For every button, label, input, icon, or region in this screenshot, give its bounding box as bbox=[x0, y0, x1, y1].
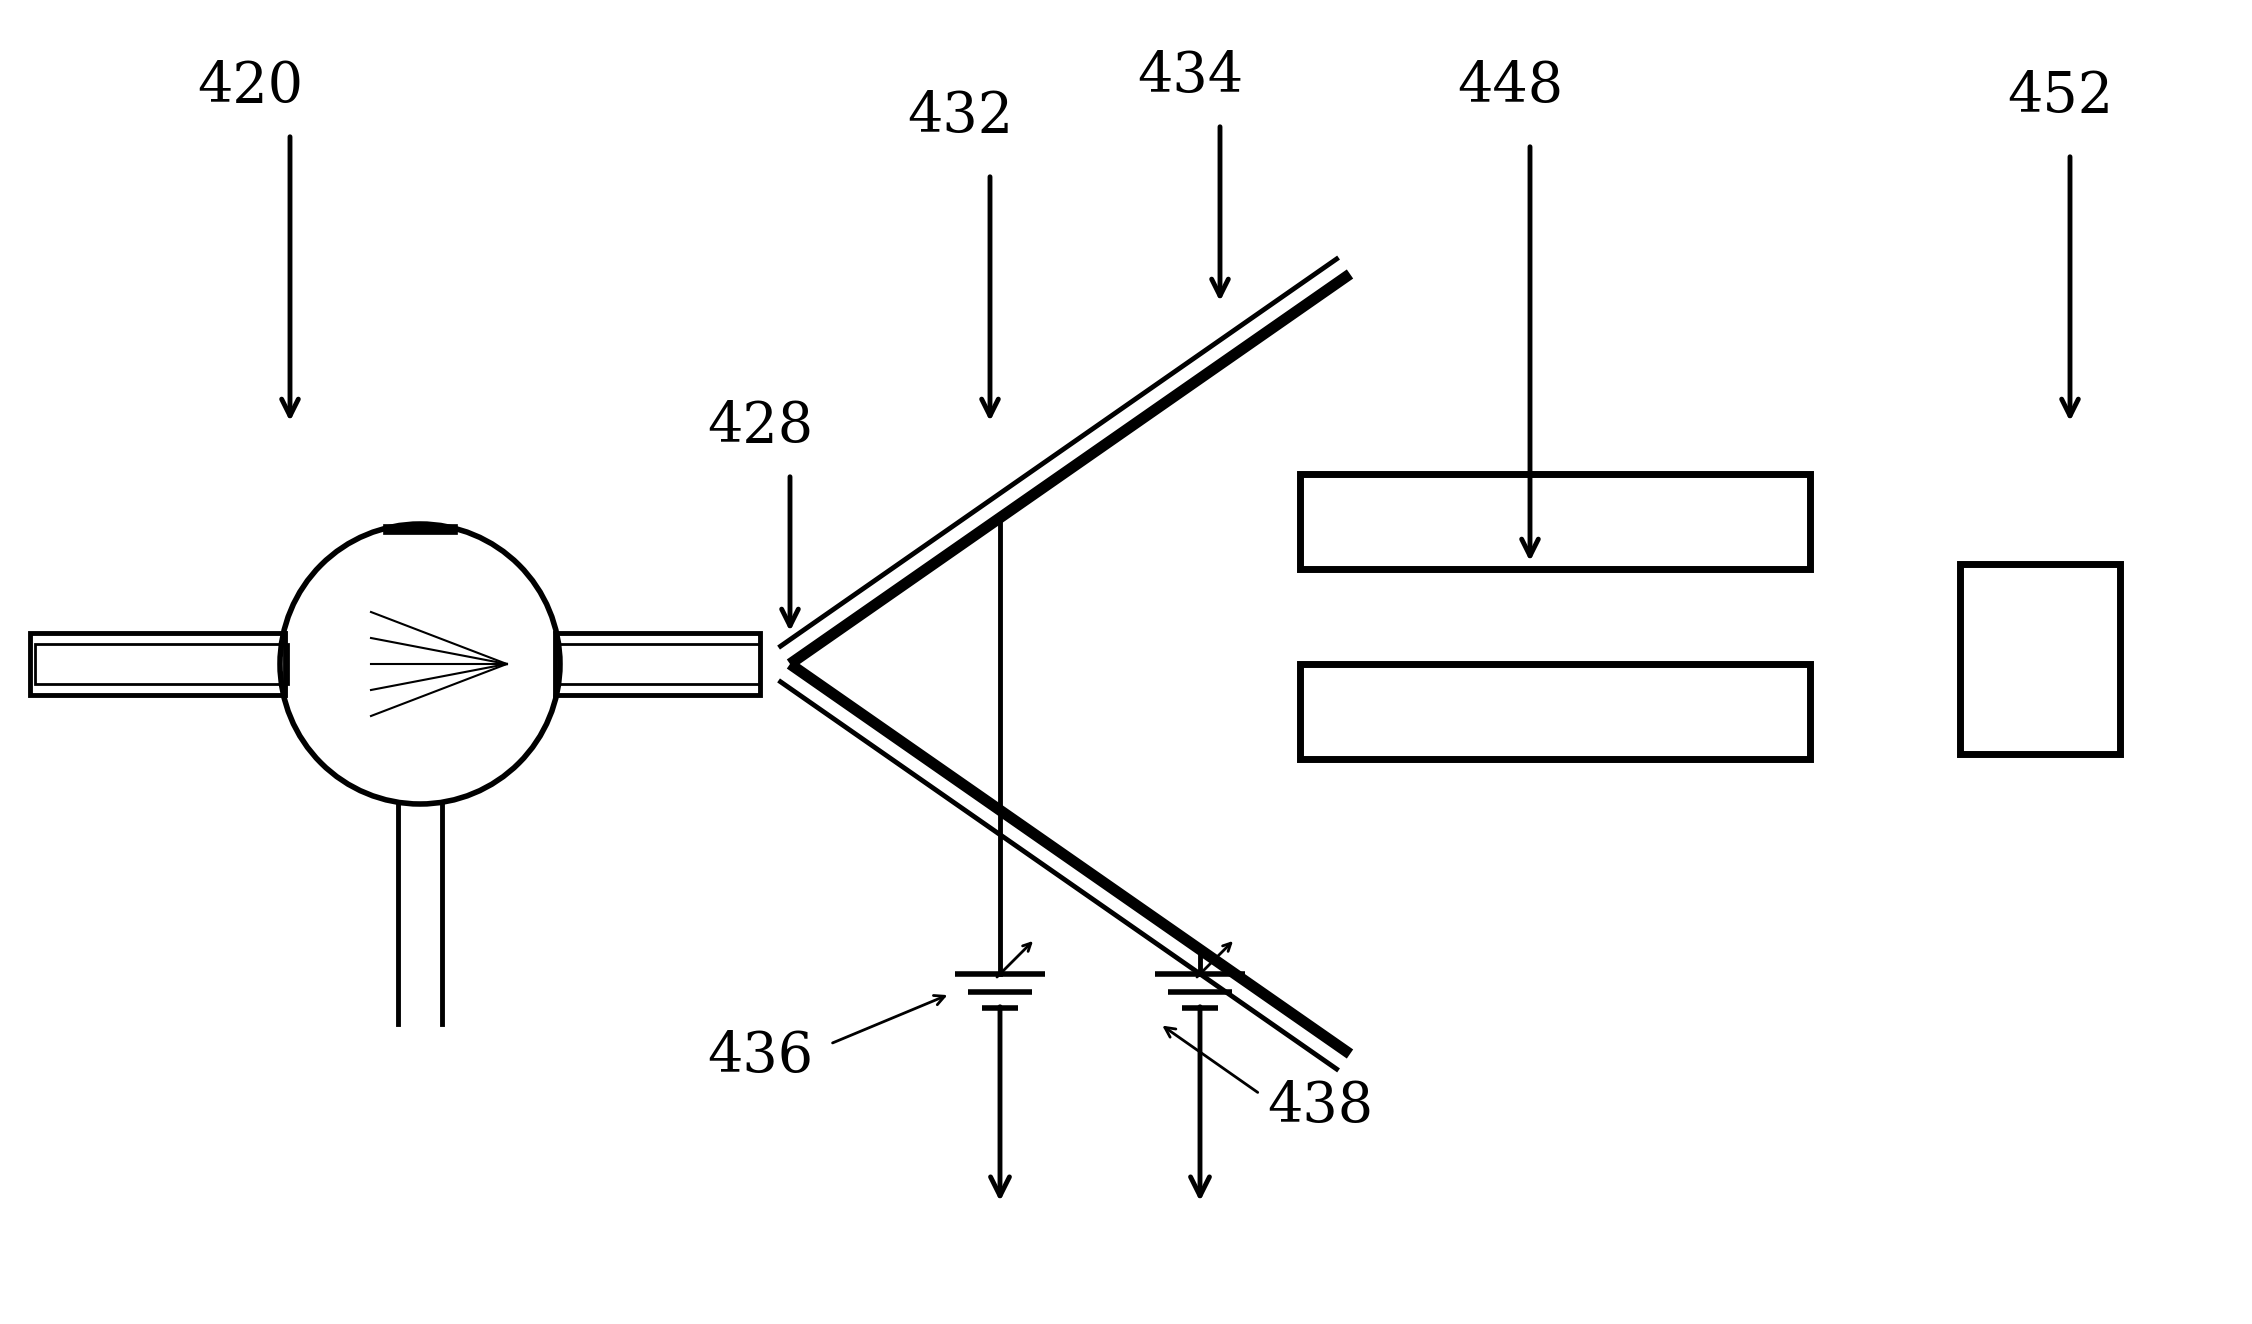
Bar bbox=[29, 633, 286, 695]
Bar bbox=[1299, 665, 1811, 759]
Bar bbox=[36, 643, 288, 685]
Text: 420: 420 bbox=[196, 60, 304, 114]
Text: 452: 452 bbox=[2007, 69, 2112, 124]
Text: 434: 434 bbox=[1137, 49, 1243, 105]
Bar bbox=[1959, 564, 2119, 753]
Text: 438: 438 bbox=[1268, 1079, 1374, 1133]
Text: 428: 428 bbox=[707, 400, 813, 454]
Bar bbox=[554, 633, 759, 695]
Text: 436: 436 bbox=[707, 1029, 813, 1084]
Text: 432: 432 bbox=[908, 89, 1013, 144]
Bar bbox=[554, 643, 759, 685]
Bar bbox=[1299, 474, 1811, 569]
Text: 448: 448 bbox=[1457, 60, 1563, 114]
